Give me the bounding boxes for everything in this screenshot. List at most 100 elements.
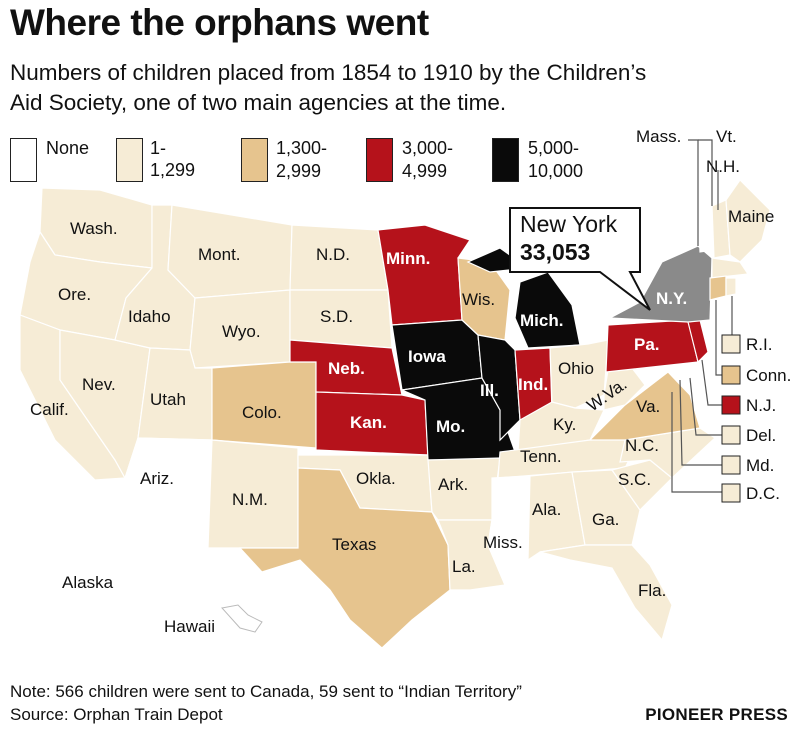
subtitle-line-2: Aid Society, one of two main agencies at… <box>10 90 507 115</box>
label-nh: N.H. <box>706 157 740 176</box>
label-alaska: Alaska <box>62 573 114 592</box>
label-ind: Ind. <box>518 375 548 394</box>
label-texas: Texas <box>332 535 376 554</box>
source-line: Source: Orphan Train Depot <box>10 705 223 724</box>
label-nc: N.C. <box>625 436 659 455</box>
legend-label-high-2: 4,999 <box>402 161 448 181</box>
nj-key-label: N.J. <box>746 396 776 415</box>
state-wyo <box>189 289 291 369</box>
legend-label-top-2: 10,000 <box>528 161 584 181</box>
leader-nj <box>701 359 722 406</box>
label-nev: Nev. <box>82 375 116 394</box>
state-hawaii <box>221 604 263 633</box>
label-fla: Fla. <box>638 581 666 600</box>
map-subtitle: Numbers of children placed from 1854 to … <box>10 58 790 118</box>
ri-key-label: R.I. <box>746 335 772 354</box>
label-ky: Ky. <box>553 415 576 434</box>
label-colo: Colo. <box>242 403 282 422</box>
leader-conn <box>715 300 722 376</box>
ri-key-swatch <box>721 334 741 354</box>
label-iowa: Iowa <box>408 347 446 366</box>
label-wis: Wis. <box>462 290 495 309</box>
label-hawaii: Hawaii <box>164 617 215 636</box>
label-nd: N.D. <box>316 245 350 264</box>
legend-label-none: None <box>46 138 90 158</box>
state-texas <box>238 467 451 649</box>
label-mont: Mont. <box>198 245 241 264</box>
label-nm: N.M. <box>232 490 268 509</box>
label-la: La. <box>452 557 476 576</box>
leader-vt <box>698 139 713 206</box>
state-conn <box>709 275 727 301</box>
md-key-swatch <box>721 455 741 475</box>
del-key-label: Del. <box>746 426 776 445</box>
map-title: Where the orphans went <box>10 2 429 43</box>
label-neb: Neb. <box>328 359 365 378</box>
label-ohio: Ohio <box>558 359 594 378</box>
legend-swatch-mid <box>241 138 268 182</box>
footnote: Note: 566 children were sent to Canada, … <box>10 682 522 701</box>
state-alaska <box>19 521 202 626</box>
label-ga: Ga. <box>592 510 619 529</box>
label-sc: S.C. <box>618 470 651 489</box>
label-minn: Minn. <box>386 249 430 268</box>
state-vt <box>697 205 715 253</box>
leader-dc <box>671 392 722 493</box>
legend-label-mid-1: 1,300- <box>276 138 328 158</box>
label-ore: Ore. <box>58 285 91 304</box>
md-key-label: Md. <box>746 456 774 475</box>
publisher-credit: PIONEER PRESS <box>645 705 788 724</box>
state-shapes <box>19 179 771 649</box>
leader-mass <box>688 139 699 246</box>
label-mich: Mich. <box>520 311 563 330</box>
label-sd: S.D. <box>320 307 353 326</box>
state-mich <box>514 271 581 349</box>
callout-box <box>509 207 651 311</box>
legend-label-mid-2: 2,999 <box>276 161 322 181</box>
label-calif: Calif. <box>30 400 69 419</box>
nj-key-swatch <box>721 395 741 415</box>
label-ariz: Ariz. <box>140 469 174 488</box>
del-key-swatch <box>721 425 741 445</box>
label-mo: Mo. <box>436 417 465 436</box>
dc-key-swatch <box>721 483 741 503</box>
state-ny <box>607 245 713 323</box>
label-va: Va. <box>636 397 660 416</box>
state-maine <box>725 179 771 263</box>
leader-del <box>689 377 722 436</box>
label-okla: Okla. <box>356 469 396 488</box>
label-pa: Pa. <box>634 335 660 354</box>
state-ri <box>725 277 737 297</box>
label-ny: N.Y. <box>656 289 687 308</box>
label-ark: Ark. <box>438 475 468 494</box>
label-utah: Utah <box>150 390 186 409</box>
subtitle-line-1: Numbers of children placed from 1854 to … <box>10 60 647 85</box>
label-wash: Wash. <box>70 219 118 238</box>
label-kan: Kan. <box>350 413 387 432</box>
conn-key-label: Conn. <box>746 366 791 385</box>
label-miss: Miss. <box>483 533 523 552</box>
state-ga <box>571 469 641 546</box>
dc-key-label: D.C. <box>746 484 780 503</box>
state-ill <box>477 334 521 442</box>
label-idaho: Idaho <box>128 307 171 326</box>
legend-swatch-none <box>10 138 37 182</box>
state-minn <box>377 224 471 326</box>
label-tenn: Tenn. <box>520 447 562 466</box>
legend-swatch-low <box>116 138 143 182</box>
label-wyo: Wyo. <box>222 322 261 341</box>
label-ill: Ill. <box>480 381 499 400</box>
state-fla <box>539 544 673 642</box>
new-york-callout: New York 33,053 <box>509 207 651 311</box>
label-mass: Mass. <box>636 127 681 146</box>
legend-label-low: 1-1,299 <box>150 138 196 180</box>
label-vt: Vt. <box>716 127 737 146</box>
callout-state: New York <box>520 211 618 237</box>
label-ala: Ala. <box>532 500 561 519</box>
legend-swatch-top <box>492 138 519 182</box>
legend-label-top-1: 5,000- <box>528 138 580 158</box>
callout-value: 33,053 <box>520 239 590 265</box>
legend-label-high-1: 3,000- <box>402 138 454 158</box>
small-state-keys: R.I. Conn. N.J. Del. Md. D.C. <box>721 334 791 503</box>
